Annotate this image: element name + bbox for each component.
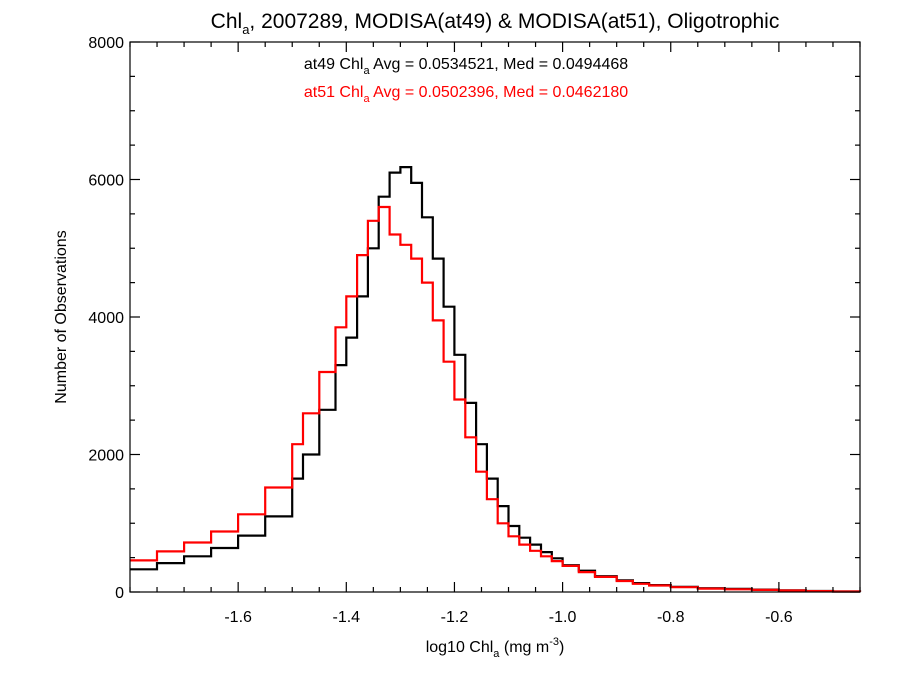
x-tick-label: -1.4 [333, 609, 361, 626]
plot-frame [129, 41, 861, 593]
chart-title-text: Chla, 2007289, MODISA(at49) & MODISA(at5… [211, 10, 780, 37]
chart-annotations: at49 Chla Avg = 0.0534521, Med = 0.04944… [304, 56, 628, 105]
series-line-1 [130, 166, 862, 593]
axes [129, 41, 861, 593]
y-tick-label: 4000 [88, 310, 124, 327]
y-tick-label: 6000 [88, 173, 124, 190]
y-tick-label: 0 [115, 585, 124, 602]
x-axis-title: log10 Chla (mg m-3) [426, 636, 565, 660]
annotation-line-1: at49 Chla Avg = 0.0534521, Med = 0.04944… [304, 56, 628, 77]
y-tick-label: 2000 [88, 448, 124, 465]
x-tick-label: -0.8 [657, 609, 685, 626]
annotation-line-2: at51 Chla Avg = 0.0502396, Med = 0.04621… [304, 84, 628, 105]
series-line-2 [130, 205, 862, 593]
x-tick-label: -1.0 [549, 609, 577, 626]
axis-ticks: -1.6 -1.4 -1.2 -1.0 -0.8 -0.6 0 2000 4000 6000 800… [88, 35, 861, 626]
x-tick-label: -1.2 [441, 609, 469, 626]
y-tick-label: 8000 [88, 35, 124, 52]
y-axis-title: Number of Observations [53, 230, 70, 403]
y-axis-title-text: Number of Observations [53, 230, 70, 403]
x-tick-label: -0.6 [765, 609, 793, 626]
chart-title: Chla, 2007289, MODISA(at49) & MODISA(at5… [211, 10, 780, 37]
x-tick-label: -1.6 [224, 609, 252, 626]
series-group [130, 166, 862, 593]
x-axis-title-text: log10 Chla (mg m-3) [426, 636, 565, 660]
